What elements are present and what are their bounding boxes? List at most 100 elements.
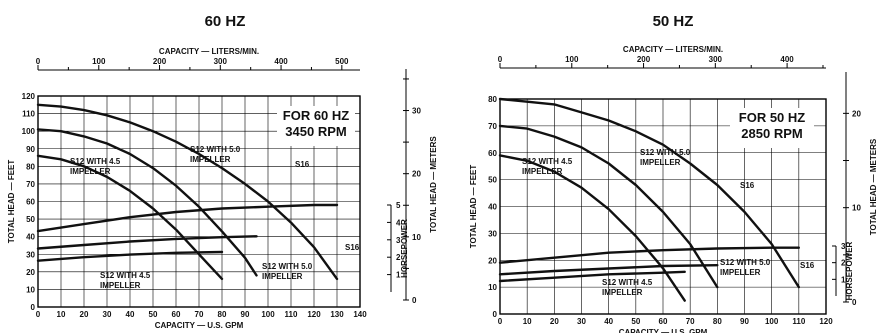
annotation-s12-50-head-line: S12 WITH 5.0 bbox=[190, 145, 241, 154]
y-tick-label: 90 bbox=[26, 145, 35, 154]
x-axis-label: CAPACITY — U.S. GPM bbox=[619, 328, 708, 333]
x-tick-label: 30 bbox=[577, 317, 586, 326]
annotation-s16-hp: S16 bbox=[800, 261, 815, 270]
top-tick-label: 0 bbox=[498, 55, 503, 64]
x-tick-label: 70 bbox=[195, 310, 204, 319]
meter-tick-label: 30 bbox=[412, 107, 421, 116]
x-tick-label: 60 bbox=[172, 310, 181, 319]
hp-tick-label: 5 bbox=[396, 201, 401, 210]
plot-frame bbox=[499, 98, 827, 315]
x-tick-label: 140 bbox=[353, 310, 367, 319]
annotation-s12-50-head-line: S12 WITH 5.0 bbox=[640, 148, 691, 157]
rpm-box bbox=[277, 106, 355, 146]
chart-heading: 60 HZ bbox=[205, 13, 246, 30]
top-tick-label: 300 bbox=[214, 57, 228, 66]
annotation-s16-hp-line: S16 bbox=[345, 243, 360, 252]
top-tick-label: 500 bbox=[335, 57, 349, 66]
top-tick-label: 0 bbox=[36, 57, 41, 66]
annotation-s12-45-hp-line: S12 WITH 4.5 bbox=[602, 278, 653, 287]
hp-tick-label: 4 bbox=[396, 218, 401, 227]
x-tick-label: 90 bbox=[740, 317, 749, 326]
y-axis-label: TOTAL HEAD — FEET bbox=[7, 160, 16, 244]
y-tick-label: 0 bbox=[31, 303, 36, 312]
x-tick-label: 100 bbox=[261, 310, 275, 319]
y-tick-label: 120 bbox=[22, 92, 36, 101]
y-tick-label: 30 bbox=[488, 229, 497, 238]
meter-tick-label: 10 bbox=[412, 233, 421, 242]
x-tick-label: 10 bbox=[523, 317, 532, 326]
chart-60hz: 60 HZ0 10 20 30 40 50 60 70 80 90 100 110 120 130 140C… bbox=[7, 13, 438, 330]
hp-curve-s12-with-5-0-impeller bbox=[498, 264, 719, 276]
head-curve-s12-with-5-0-impeller bbox=[36, 128, 258, 277]
x-tick-label: 30 bbox=[103, 310, 112, 319]
top-axis-label: CAPACITY — LITERS/MIN. bbox=[623, 45, 723, 54]
top-tick-label: 400 bbox=[780, 55, 794, 64]
annotation-s12-50-hp-line: S12 WITH 5.0 bbox=[720, 258, 771, 267]
x-axis-label: CAPACITY — U.S. GPM bbox=[155, 321, 244, 330]
y-tick-label: 20 bbox=[26, 268, 35, 277]
hp-tick-label: 3 bbox=[841, 242, 846, 251]
x-tick-label: 80 bbox=[218, 310, 227, 319]
x-tick-label: 40 bbox=[604, 317, 613, 326]
y-tick-label: 10 bbox=[26, 285, 35, 294]
hp-axis-label: HORSEPOWER bbox=[400, 219, 409, 278]
x-tick-label: 120 bbox=[819, 317, 833, 326]
top-tick-label: 100 bbox=[92, 57, 106, 66]
annotation-s16-hp: S16 bbox=[345, 243, 360, 252]
annotation-s16-hp-line: S16 bbox=[800, 261, 815, 270]
y-axis-label: TOTAL HEAD — FEET bbox=[469, 165, 478, 249]
hp-tick-label: 2 bbox=[841, 259, 846, 268]
meter-axis: 0 10 20 TOTAL HEAD — METERS bbox=[843, 72, 878, 307]
annotation-s12-50-hp-line: IMPELLER bbox=[262, 272, 303, 281]
annotation-s16-head: S16 bbox=[740, 181, 755, 190]
x-tick-label: 130 bbox=[330, 310, 344, 319]
x-tick-label: 20 bbox=[80, 310, 89, 319]
meter-tick-label: 20 bbox=[412, 170, 421, 179]
annotation-s12-45-head-line: S12 WITH 4.5 bbox=[70, 157, 121, 166]
hp-tick-label: 2 bbox=[396, 253, 401, 262]
meter-axis: 0 10 20 30 TOTAL HEAD — METERS bbox=[403, 69, 438, 305]
rpm-box-line2: 2850 RPM bbox=[741, 126, 802, 141]
x-tick-label: 100 bbox=[765, 317, 779, 326]
y-tick-label: 40 bbox=[26, 233, 35, 242]
x-tick-label: 120 bbox=[307, 310, 321, 319]
top-tick-label: 300 bbox=[709, 55, 723, 64]
annotation-s12-50-head-line: IMPELLER bbox=[190, 155, 231, 164]
y-tick-label: 50 bbox=[488, 176, 497, 185]
hp-axis: 1 2 3 4 5 HORSEPOWER bbox=[387, 201, 409, 292]
y-tick-label: 50 bbox=[26, 215, 35, 224]
hp-curve-s16 bbox=[36, 203, 339, 233]
y-tick-label: 110 bbox=[22, 110, 35, 119]
x-tick-label: 80 bbox=[713, 317, 722, 326]
meter-axis-label: TOTAL HEAD — METERS bbox=[429, 136, 438, 233]
y-tick-label: 80 bbox=[488, 95, 497, 104]
x-tick-label: 20 bbox=[550, 317, 559, 326]
annotation-s12-45-head-line: IMPELLER bbox=[522, 167, 563, 176]
y-tick-label: 100 bbox=[22, 127, 36, 136]
annotation-s16-head: S16 bbox=[295, 160, 310, 169]
meter-tick-label: 10 bbox=[852, 204, 861, 213]
x-tick-label: 90 bbox=[241, 310, 250, 319]
hp-curve-s12-with-4-5-impeller bbox=[498, 270, 686, 283]
annotation-s12-50-hp-line: S12 WITH 5.0 bbox=[262, 262, 313, 271]
x-tick-label: 60 bbox=[659, 317, 668, 326]
top-tick-label: 100 bbox=[565, 55, 579, 64]
y-tick-label: 40 bbox=[488, 203, 497, 212]
meter-tick-label: 0 bbox=[412, 296, 417, 305]
annotation-s16-head-line: S16 bbox=[295, 160, 310, 169]
annotation-s12-50-head-line: IMPELLER bbox=[640, 158, 681, 167]
hp-axis: 1 2 3 HORSEPOWER bbox=[832, 241, 854, 300]
rpm-box bbox=[730, 108, 814, 148]
top-tick-label: 400 bbox=[274, 57, 288, 66]
chart-heading: 50 HZ bbox=[653, 13, 694, 30]
hp-tick-label: 1 bbox=[396, 271, 401, 280]
y-tick-label: 0 bbox=[493, 310, 498, 319]
